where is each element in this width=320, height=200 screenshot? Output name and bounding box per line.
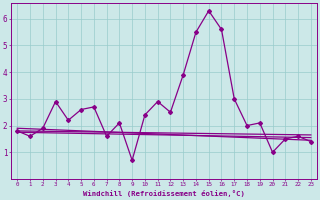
X-axis label: Windchill (Refroidissement éolien,°C): Windchill (Refroidissement éolien,°C) [83,190,245,197]
